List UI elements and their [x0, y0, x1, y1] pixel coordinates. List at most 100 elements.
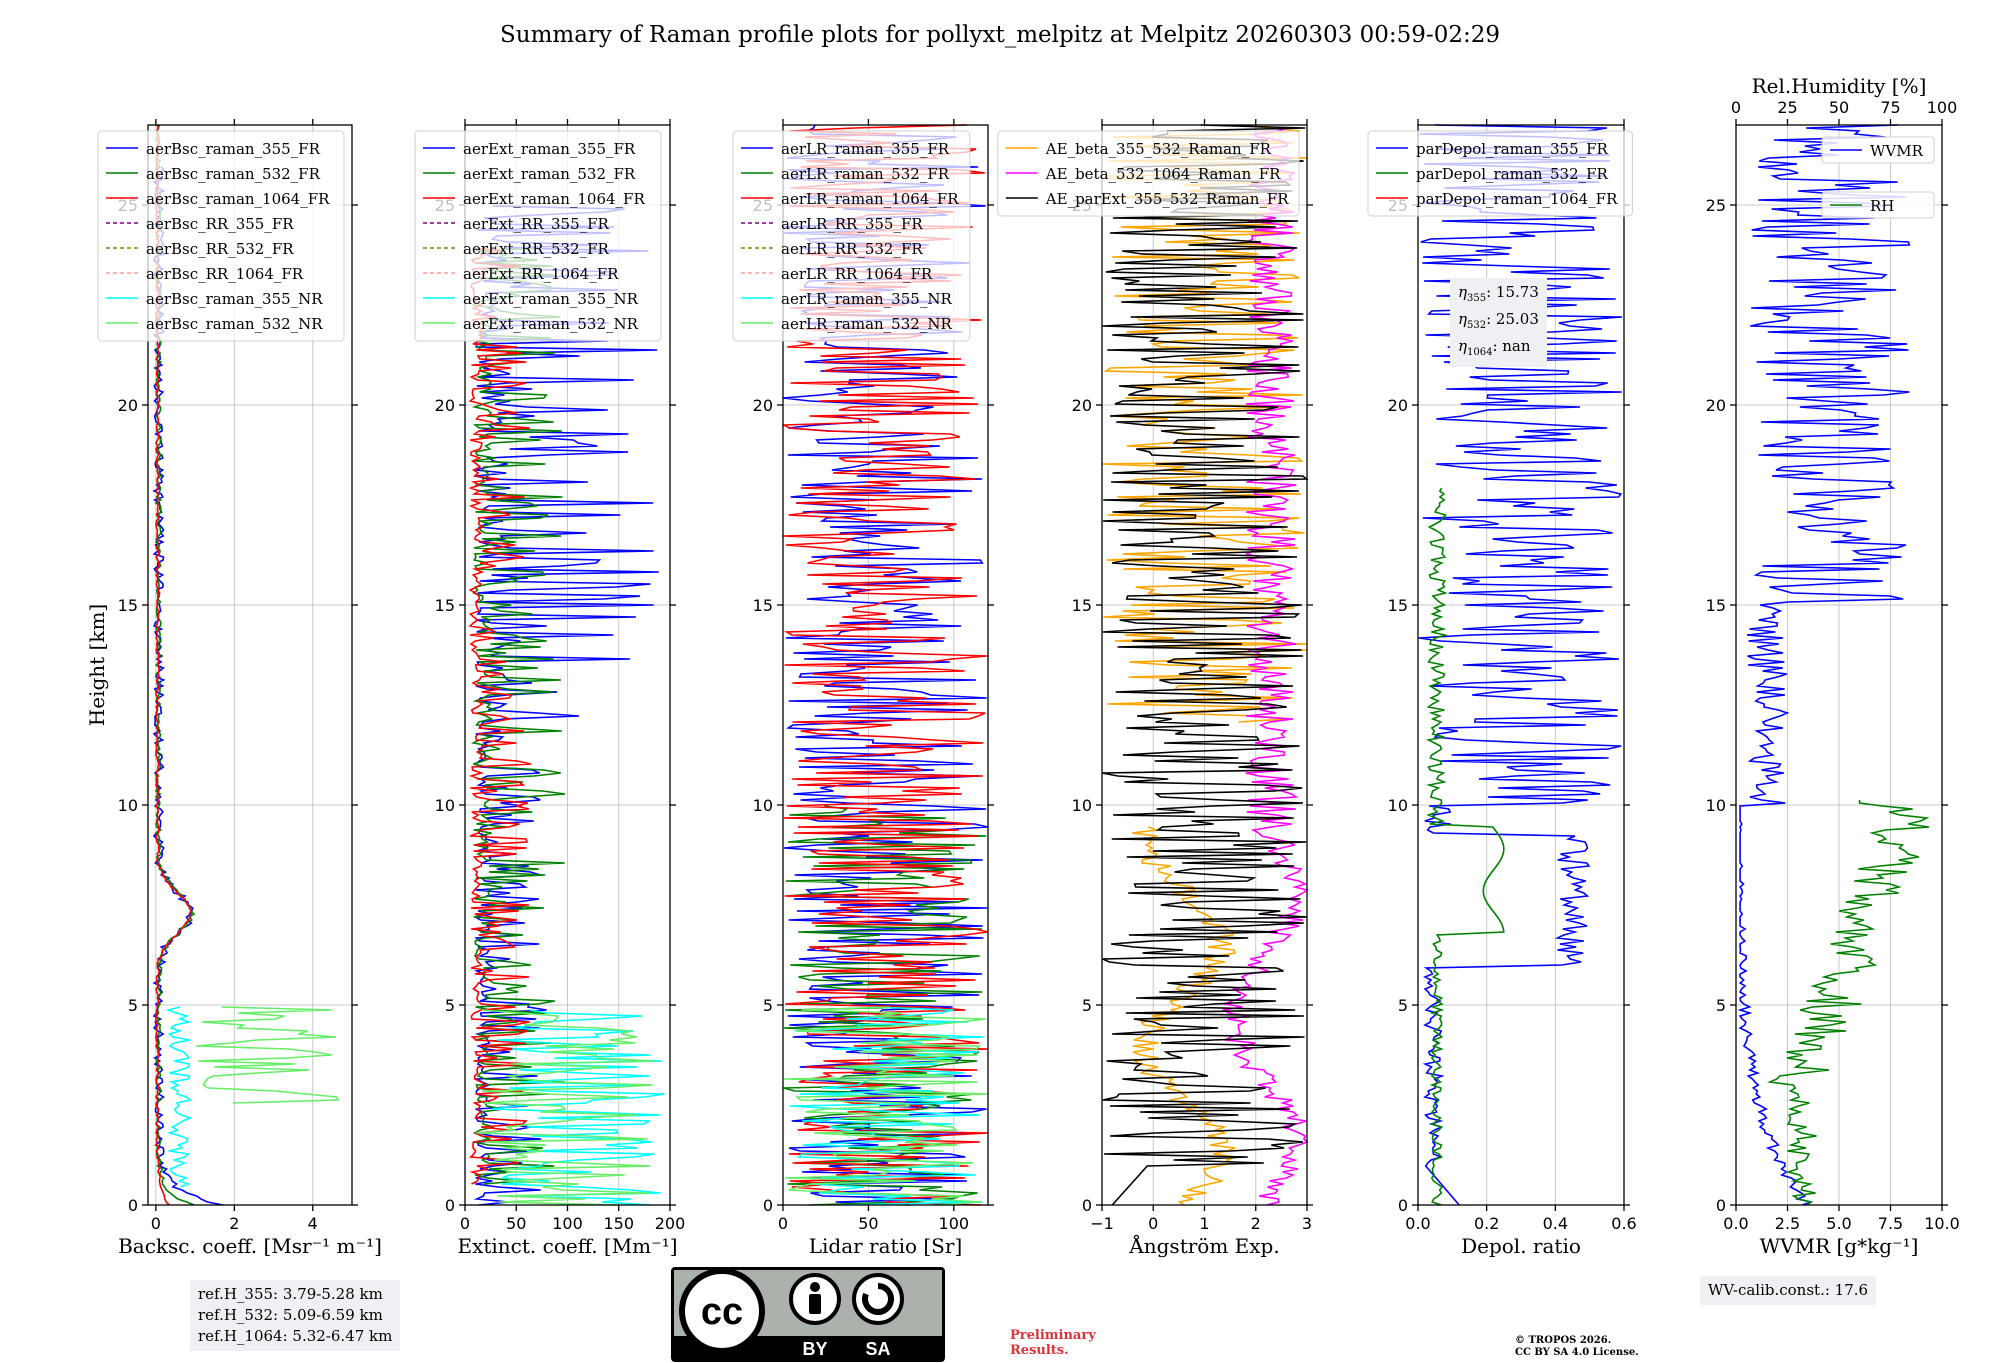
legend-label: aerLR_raman_532_NR	[781, 315, 952, 333]
x-tick-label: −1	[1090, 1214, 1114, 1233]
series-line-AE_parExt_355_532_Raman_FR	[1102, 124, 1309, 1206]
y-tick-label: 20	[1072, 396, 1092, 415]
legend-box	[414, 130, 662, 342]
x2-tick-label: 75	[1880, 98, 1900, 117]
y-tick-label: 5	[1716, 996, 1726, 1015]
legend-label: parDepol_raman_355_FR	[1416, 140, 1609, 158]
legend-label: aerLR_raman_355_FR	[781, 140, 950, 158]
legend-box	[732, 130, 971, 342]
legend-label: aerExt_raman_1064_FR	[463, 190, 645, 208]
subplot-depol: 0.00.20.40.60510152025Depol. ratioparDep…	[1367, 119, 1637, 1258]
copyright-note: © TROPOS 2026. CC BY SA 4.0 License.	[1515, 1335, 1639, 1358]
series-line-AE_beta_532_1064_Raman_FR	[1221, 127, 1309, 1206]
legend-box	[1367, 130, 1633, 217]
x-tick-label: 1	[1199, 1214, 1209, 1233]
series-line-aerExt_raman_355_FR	[473, 205, 659, 1206]
y-tick-label: 0	[445, 1196, 455, 1215]
x-tick-label: 150	[603, 1214, 634, 1233]
x-tick-label: 7.5	[1878, 1214, 1903, 1233]
subplot-wv: 0.0 2.5 5.0 7.5 10.0 0 5 10 15 20 25 WVMR [g*kg⁻¹] 0…	[1706, 74, 1960, 1258]
legend-label: aerExt_RR_532_FR	[463, 240, 610, 258]
legend-label: aerBsc_raman_355_FR	[146, 140, 321, 158]
x2-tick-label: 50	[1829, 98, 1849, 117]
x2-tick-label: 0	[1731, 98, 1741, 117]
legend-label: aerExt_RR_1064_FR	[463, 265, 619, 283]
x2-tick-label: 100	[1927, 98, 1958, 117]
y-tick-label: 0	[763, 1196, 773, 1215]
x-axis-label: Ångström Exp.	[1128, 1233, 1279, 1258]
legend-box	[97, 130, 345, 342]
by-text: BY	[802, 1339, 827, 1359]
x-tick-label: 2	[229, 1214, 239, 1233]
ref-height-532: ref.H_532: 5.09-6.59 km	[198, 1306, 383, 1324]
y-tick-label: 10	[1706, 796, 1726, 815]
subplot-ae: −101230510152025Ångström Exp.AE_beta_355…	[997, 119, 1313, 1258]
series-line-WVMR	[1737, 124, 1911, 1206]
x-tick-label: 0.4	[1543, 1214, 1568, 1233]
series-line-AE_beta_355_532_Raman_FR	[1102, 124, 1307, 1206]
y-tick-label: 15	[1388, 596, 1408, 615]
legend-box	[997, 130, 1300, 217]
x-tick-label: 10.0	[1924, 1214, 1960, 1233]
x-tick-label: 4	[308, 1214, 318, 1233]
series-line-aerLR_raman_532_NR	[784, 1006, 988, 1206]
y-tick-label: 25	[1706, 196, 1726, 215]
legend-label: AE_beta_355_532_Raman_FR	[1045, 140, 1272, 158]
ref-height-box: ref.H_355: 3.79-5.28 km ref.H_532: 5.09-…	[190, 1280, 401, 1351]
figure-title: Summary of Raman profile plots for polly…	[500, 22, 1500, 48]
subplot-bsc: 0240510152025Backsc. coeff. [Msr⁻¹ m⁻¹]H…	[85, 119, 382, 1258]
legend-label: aerLR_RR_532_FR	[781, 240, 923, 258]
y-tick-label: 10	[118, 796, 138, 815]
x-axis-label: Backsc. coeff. [Msr⁻¹ m⁻¹]	[118, 1234, 382, 1258]
eta-box: η355: 15.73 η532: 25.03 η1064: nan	[1450, 278, 1547, 367]
x-tick-label: 50	[506, 1214, 526, 1233]
legend-label: aerLR_raman_1064_FR	[781, 190, 959, 208]
legend-label: aerBsc_raman_532_FR	[146, 165, 321, 183]
y-tick-label: 5	[1398, 996, 1408, 1015]
legend-label: aerBsc_RR_1064_FR	[146, 265, 304, 283]
cc-text: cc	[701, 1291, 743, 1333]
y-tick-label: 5	[445, 996, 455, 1015]
cc-icon	[679, 1268, 765, 1354]
y-tick-label: 15	[118, 596, 138, 615]
legend-label: aerLR_RR_355_FR	[781, 215, 923, 233]
x2-axis-label: Rel.Humidity [%]	[1752, 74, 1927, 98]
series-line-aerExt_raman_355_NR	[491, 1009, 665, 1206]
x-tick-label: 2.5	[1775, 1214, 1800, 1233]
legend-label: aerExt_raman_355_NR	[463, 290, 639, 308]
x-axis-label: Extinct. coeff. [Mm⁻¹]	[457, 1234, 677, 1258]
x2-tick-label: 25	[1777, 98, 1797, 117]
x-axis-label: Lidar ratio [Sr]	[809, 1234, 963, 1258]
x-tick-label: 3	[1302, 1214, 1312, 1233]
eta-355: η355: 15.73	[1458, 283, 1539, 304]
legend-label: aerBsc_RR_355_FR	[146, 215, 294, 233]
preliminary-note: Preliminary Results.	[1010, 1328, 1096, 1358]
y-tick-label: 10	[1388, 796, 1408, 815]
x-tick-label: 0	[778, 1214, 788, 1233]
legend-label: aerLR_RR_1064_FR	[781, 265, 933, 283]
x-tick-label: 0	[460, 1214, 470, 1233]
legend-label: aerBsc_RR_532_FR	[146, 240, 294, 258]
series-line-aerBsc_raman_532_NR	[196, 1006, 340, 1104]
x-axis-label: WVMR [g*kg⁻¹]	[1760, 1234, 1919, 1258]
x-axis-label: Depol. ratio	[1461, 1234, 1581, 1258]
legend-box	[1821, 136, 1935, 164]
x-tick-label: 0	[151, 1214, 161, 1233]
ref-height-355: ref.H_355: 3.79-5.28 km	[198, 1285, 383, 1303]
x-tick-label: 100	[939, 1214, 970, 1233]
ref-height-1064: ref.H_1064: 5.32-6.47 km	[198, 1327, 393, 1345]
eta-1064: η1064: nan	[1458, 337, 1531, 358]
legend-label: WVMR	[1870, 142, 1924, 160]
y-tick-label: 15	[1072, 596, 1092, 615]
cc-by-sa-badge: cc BY SA	[671, 1267, 945, 1362]
plot-frame	[1417, 124, 1625, 1206]
sa-share-icon	[852, 1273, 904, 1325]
series-line-parDepol_raman_532_FR	[1425, 487, 1505, 1206]
y-tick-label: 0	[1082, 1196, 1092, 1215]
series-line-aerLR_raman_355_NR	[789, 1006, 984, 1206]
legend-label: aerLR_raman_532_FR	[781, 165, 950, 183]
x-tick-label: 0.6	[1611, 1214, 1636, 1233]
x-tick-label: 2	[1251, 1214, 1261, 1233]
series-line-parDepol_raman_355_FR	[1418, 124, 1623, 1206]
subplot-lr: 0501000510152025Lidar ratio [Sr]aerLR_ra…	[732, 119, 994, 1258]
